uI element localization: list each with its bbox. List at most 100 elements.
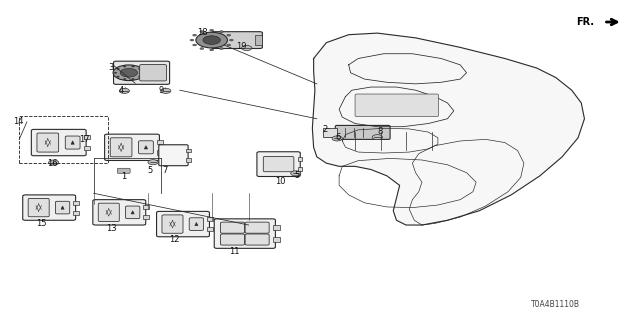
- Circle shape: [116, 68, 119, 69]
- FancyBboxPatch shape: [104, 134, 159, 160]
- Circle shape: [200, 48, 204, 50]
- FancyBboxPatch shape: [117, 168, 130, 173]
- Text: 5: 5: [148, 166, 153, 175]
- Bar: [157, 140, 163, 144]
- Circle shape: [113, 65, 145, 81]
- Circle shape: [138, 68, 141, 69]
- Circle shape: [220, 31, 223, 33]
- FancyBboxPatch shape: [23, 195, 76, 220]
- FancyBboxPatch shape: [263, 156, 294, 172]
- FancyBboxPatch shape: [93, 200, 146, 225]
- FancyBboxPatch shape: [189, 218, 204, 230]
- Circle shape: [203, 36, 220, 44]
- Bar: [273, 237, 280, 242]
- Text: 10: 10: [275, 177, 285, 186]
- Polygon shape: [71, 141, 74, 144]
- Text: 8: 8: [377, 127, 383, 136]
- FancyBboxPatch shape: [37, 133, 59, 152]
- Text: FR.: FR.: [576, 17, 594, 27]
- Bar: [73, 201, 79, 204]
- Circle shape: [49, 160, 59, 165]
- Bar: [19, 116, 108, 163]
- Polygon shape: [144, 146, 148, 149]
- FancyBboxPatch shape: [257, 152, 300, 177]
- Circle shape: [119, 88, 129, 93]
- FancyBboxPatch shape: [159, 145, 188, 166]
- FancyBboxPatch shape: [355, 94, 438, 116]
- Circle shape: [114, 72, 116, 73]
- Circle shape: [193, 34, 196, 36]
- Text: 4: 4: [118, 86, 124, 95]
- FancyBboxPatch shape: [110, 138, 132, 157]
- Circle shape: [132, 66, 134, 67]
- FancyBboxPatch shape: [162, 215, 183, 233]
- Circle shape: [190, 39, 194, 41]
- Circle shape: [210, 49, 214, 51]
- Circle shape: [227, 34, 230, 36]
- Text: 16: 16: [47, 159, 58, 168]
- Polygon shape: [61, 206, 64, 209]
- FancyBboxPatch shape: [335, 125, 390, 140]
- FancyBboxPatch shape: [28, 198, 49, 217]
- FancyBboxPatch shape: [138, 141, 154, 154]
- Bar: [73, 211, 79, 215]
- Circle shape: [124, 78, 126, 80]
- FancyBboxPatch shape: [157, 212, 209, 237]
- FancyBboxPatch shape: [214, 219, 275, 248]
- FancyBboxPatch shape: [140, 65, 166, 81]
- FancyBboxPatch shape: [56, 201, 70, 214]
- Bar: [207, 227, 212, 231]
- Circle shape: [196, 32, 227, 48]
- FancyBboxPatch shape: [245, 234, 269, 245]
- Circle shape: [138, 76, 141, 77]
- Text: 17: 17: [79, 135, 90, 144]
- Polygon shape: [312, 33, 584, 225]
- Circle shape: [332, 136, 342, 141]
- Bar: [207, 217, 212, 221]
- Text: 12: 12: [170, 236, 180, 244]
- FancyBboxPatch shape: [99, 203, 119, 221]
- Text: 19: 19: [236, 42, 246, 51]
- Text: 14: 14: [13, 117, 24, 126]
- Text: 13: 13: [106, 224, 116, 233]
- Circle shape: [291, 171, 301, 176]
- Circle shape: [220, 48, 223, 50]
- Bar: [143, 215, 149, 220]
- Bar: [186, 149, 191, 152]
- Text: 11: 11: [228, 247, 239, 257]
- FancyBboxPatch shape: [220, 234, 244, 245]
- Bar: [323, 128, 337, 137]
- Circle shape: [120, 68, 138, 77]
- FancyBboxPatch shape: [31, 129, 86, 156]
- FancyBboxPatch shape: [113, 61, 170, 84]
- Text: 5: 5: [294, 172, 300, 180]
- Circle shape: [242, 45, 252, 51]
- Circle shape: [132, 78, 134, 80]
- FancyBboxPatch shape: [65, 136, 80, 149]
- Circle shape: [210, 29, 214, 31]
- Circle shape: [116, 76, 119, 77]
- Circle shape: [372, 135, 383, 140]
- Polygon shape: [195, 222, 198, 226]
- FancyBboxPatch shape: [125, 206, 140, 219]
- Bar: [298, 157, 302, 161]
- Text: 6: 6: [335, 133, 340, 142]
- Text: 1: 1: [121, 172, 126, 181]
- Bar: [298, 167, 302, 171]
- Bar: [84, 146, 90, 150]
- Circle shape: [141, 72, 143, 73]
- Text: 9: 9: [158, 86, 163, 95]
- Circle shape: [227, 44, 230, 46]
- Bar: [255, 35, 262, 45]
- Circle shape: [193, 44, 196, 46]
- Text: 18: 18: [197, 28, 207, 37]
- Text: 2: 2: [323, 125, 328, 134]
- FancyBboxPatch shape: [220, 222, 244, 233]
- Bar: [273, 225, 280, 230]
- Circle shape: [230, 39, 233, 41]
- FancyBboxPatch shape: [245, 222, 269, 233]
- Circle shape: [161, 88, 171, 93]
- Circle shape: [200, 31, 204, 33]
- Bar: [84, 135, 90, 140]
- Text: T0A4B1110B: T0A4B1110B: [531, 300, 580, 309]
